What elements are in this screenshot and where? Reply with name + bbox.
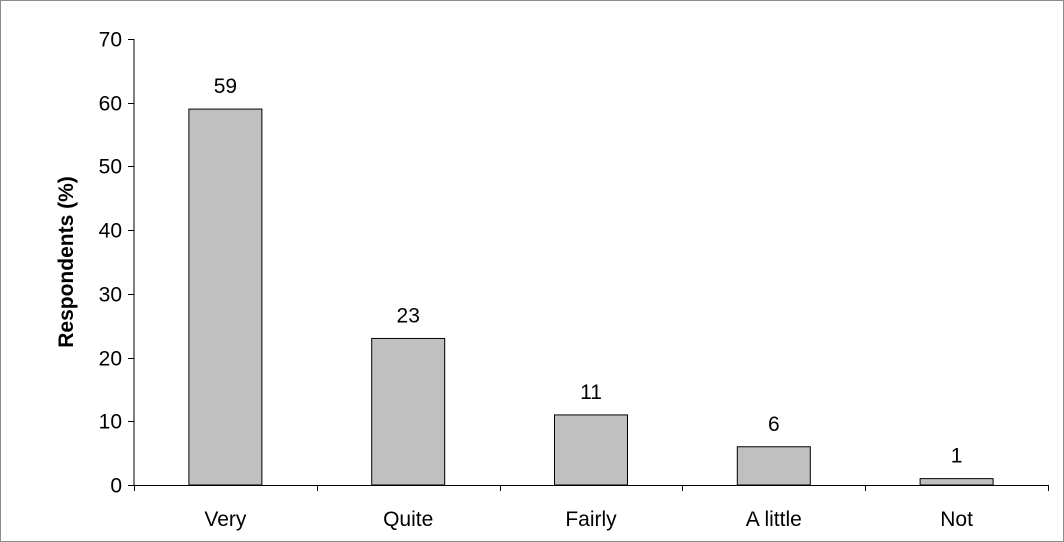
bar [554, 414, 628, 486]
y-axis-title: Respondents (%) [55, 176, 78, 348]
x-tick-label: Fairly [565, 508, 617, 531]
x-tick-label: A little [746, 508, 802, 531]
data-label: 23 [397, 304, 420, 327]
x-tick-label: Not [940, 508, 973, 531]
y-tick-label: 40 [99, 220, 122, 243]
y-tick-label: 30 [99, 284, 122, 307]
data-label: 11 [580, 381, 602, 404]
y-tick-label: 70 [99, 29, 122, 52]
data-label: 59 [214, 75, 237, 98]
x-axis: Very Quite Fairly A little Not [134, 485, 1049, 531]
y-tick-label: 20 [99, 348, 122, 371]
bar [188, 108, 263, 486]
y-tick-label: 10 [99, 411, 122, 434]
data-label: 1 [951, 445, 963, 468]
bar [371, 337, 446, 486]
x-tick-label: Very [204, 508, 247, 531]
bar [736, 446, 811, 486]
data-label: 6 [768, 413, 780, 436]
bar [919, 478, 994, 486]
x-tick-label: Quite [383, 508, 433, 531]
data-labels: 59 23 11 6 1 [214, 75, 963, 468]
y-tick-label: 60 [99, 93, 122, 116]
y-tick-label: 50 [99, 156, 122, 179]
y-tick-label: 0 [110, 475, 122, 498]
y-axis: 0 10 20 30 40 50 60 70 [99, 29, 135, 498]
bars [188, 108, 994, 486]
